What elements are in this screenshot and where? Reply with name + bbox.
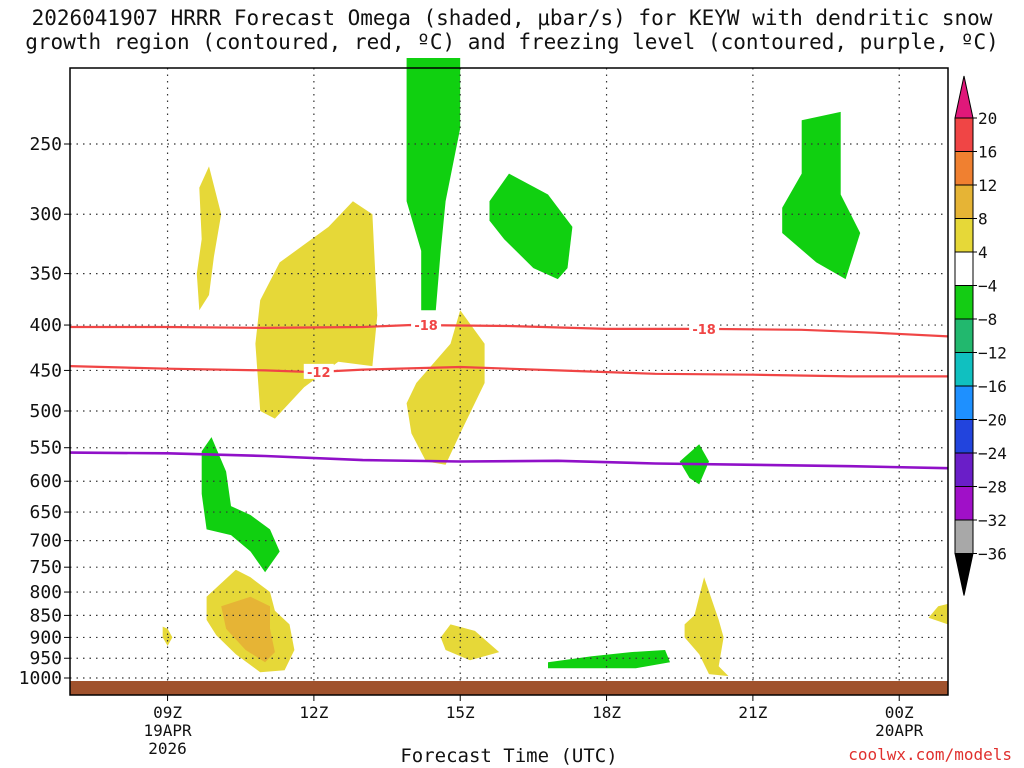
- plot-frame: [69, 67, 949, 696]
- x-tick-label: 12Z: [299, 703, 328, 722]
- chart-title-line-2: growth region (contoured, red, ºC) and f…: [25, 30, 999, 54]
- ground-surface: [70, 681, 948, 695]
- contour-label-bg: [303, 363, 334, 379]
- credit-link[interactable]: coolwx.com/models: [848, 745, 1012, 764]
- colorbar-label: 4: [978, 243, 988, 262]
- colorbar-label: −20: [978, 411, 1007, 430]
- colorbar-label: 20: [978, 109, 997, 128]
- x-tick-label: 21Z: [738, 703, 767, 722]
- colorbar-segment: [954, 352, 974, 387]
- colorbar-segment: [954, 419, 974, 454]
- colorbar-label: 12: [978, 176, 997, 195]
- omega-positive-region-7: [684, 577, 729, 677]
- colorbar-segment: [954, 385, 974, 420]
- dgz-contour-minus18: [70, 323, 949, 338]
- contour-label-bg: [411, 317, 442, 333]
- colorbar-segment: [954, 184, 974, 219]
- contour-label: -18: [692, 323, 716, 338]
- omega-negative-region-14: [548, 650, 670, 669]
- y-tick-label: 550: [29, 438, 62, 459]
- omega-negative-region-11: [782, 111, 861, 280]
- colorbar-segment: [954, 151, 974, 186]
- omega-positive-region-2: [221, 596, 275, 663]
- y-tick-label: 400: [29, 315, 62, 336]
- y-tick-label: 950: [29, 648, 62, 669]
- colorbar-segment: [954, 117, 974, 152]
- omega-positive-region-6: [440, 624, 500, 661]
- y-tick-label: 700: [29, 531, 62, 552]
- colorbar-label: 16: [978, 143, 997, 162]
- omega-negative-region-10: [489, 173, 573, 280]
- colorbar-label: −8: [978, 310, 997, 329]
- colorbar-bottom-arrow: [954, 553, 974, 596]
- contour-label: -12: [307, 366, 331, 381]
- y-tick-label: 800: [29, 582, 62, 603]
- x-tick-label: 09Z: [153, 703, 182, 722]
- x-tick-label: 00Z: [885, 703, 914, 722]
- colorbar-segment: [954, 251, 974, 286]
- colorbar-segment: [954, 486, 974, 521]
- colorbar-segment: [954, 218, 974, 253]
- colorbar-label: −4: [978, 277, 997, 296]
- y-tick-label: 300: [29, 204, 62, 225]
- colorbar-segment: [954, 452, 974, 487]
- y-tick-label: 1000: [19, 668, 62, 689]
- omega-positive-region-3: [162, 626, 173, 646]
- x-tick-label: 15Z: [446, 703, 475, 722]
- colorbar-label: −12: [978, 344, 1007, 363]
- freezing-level-line: [69, 451, 949, 470]
- y-tick-label: 500: [29, 401, 62, 422]
- colorbar-segment: [954, 519, 974, 554]
- x-tick-date-label: 19APR: [143, 721, 192, 740]
- contour-label-bg: [689, 320, 720, 336]
- colorbar-label: −36: [978, 545, 1007, 564]
- y-tick-label: 250: [29, 134, 62, 155]
- dgz-contour-minus12: [69, 365, 948, 378]
- chart-title-line-1: 2026041907 HRRR Forecast Omega (shaded, …: [31, 6, 993, 30]
- omega-positive-region-4: [255, 201, 378, 419]
- y-tick-label: 650: [29, 502, 62, 523]
- omega-negative-region-12: [201, 437, 280, 573]
- colorbar-segment: [954, 318, 974, 353]
- y-tick-label: 600: [29, 471, 62, 492]
- colorbar-label: −32: [978, 511, 1007, 530]
- y-tick-label: 450: [29, 360, 62, 381]
- y-tick-label: 900: [29, 627, 62, 648]
- colorbar-segment: [954, 285, 974, 320]
- omega-negative-region-9: [406, 58, 461, 311]
- omega-positive-region-8: [928, 603, 948, 625]
- x-tick-label: 18Z: [592, 703, 621, 722]
- colorbar-label: −16: [978, 377, 1007, 396]
- colorbar-label: 8: [978, 210, 988, 229]
- x-tick-date-label: 20APR: [875, 721, 924, 740]
- colorbar-label: −28: [978, 478, 1007, 497]
- contour-label: -18: [414, 319, 438, 334]
- y-tick-label: 350: [29, 264, 62, 285]
- y-tick-label: 850: [29, 605, 62, 626]
- x-axis-label: Forecast Time (UTC): [400, 745, 617, 767]
- colorbar-top-arrow: [954, 75, 974, 119]
- x-tick-date-label: 2026: [148, 739, 187, 758]
- omega-positive-region-0: [196, 166, 222, 311]
- omega-positive-region-5: [406, 310, 485, 465]
- colorbar-label: −24: [978, 444, 1007, 463]
- y-tick-label: 750: [29, 557, 62, 578]
